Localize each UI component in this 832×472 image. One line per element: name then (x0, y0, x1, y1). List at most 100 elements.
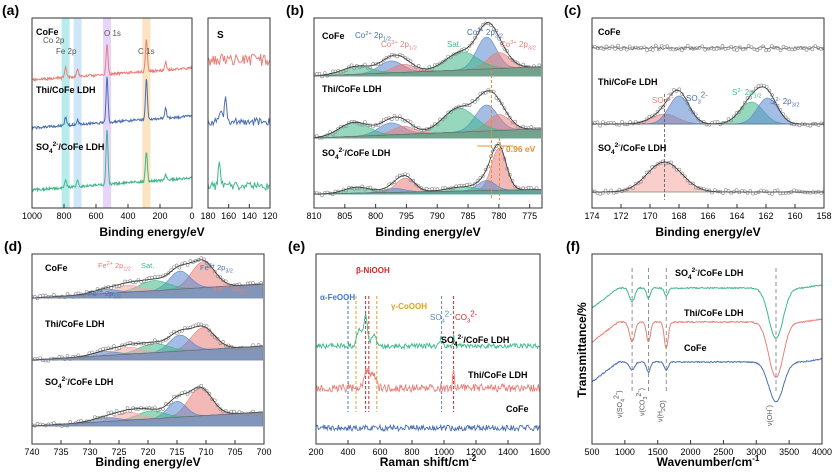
data-point (631, 186, 635, 190)
data-point (650, 114, 654, 119)
data-point (743, 46, 748, 51)
data-point (470, 41, 475, 45)
panel-d-plot (32, 256, 264, 428)
data-point (153, 405, 157, 410)
panel-c-xlabel: Binding energy/eV (655, 225, 760, 239)
data-point (668, 47, 673, 51)
x-tick-label: 180 (200, 211, 215, 221)
data-point (604, 44, 609, 49)
trace-label-cofe: CoFe (322, 31, 345, 41)
envelope-line (592, 161, 824, 193)
peak-label: SO32- (686, 91, 708, 106)
data-point (746, 44, 751, 48)
panel-a-inset-label: S (217, 30, 224, 41)
data-point (177, 393, 182, 398)
data-point (652, 165, 657, 169)
trace-label-so4: SO42-/CoFe LDH (675, 267, 743, 281)
series-line (316, 313, 540, 350)
data-point (411, 123, 416, 128)
x-tick-label: 805 (337, 211, 352, 221)
trace-label-so4: SO42-/CoFe LDH (45, 376, 113, 390)
data-point (624, 47, 629, 52)
data-point (52, 421, 56, 425)
x-tick-label: 166 (700, 211, 715, 221)
band-label: ν(OH-) (764, 405, 774, 426)
data-point (726, 189, 731, 193)
x-tick-label: 164 (729, 211, 744, 221)
x-tick-label: 162 (758, 211, 773, 221)
panel-b: (b) 810 805 800 795 790 785 780 775 CoFe Thi/Co… (286, 2, 543, 239)
data-point (470, 184, 475, 188)
data-point (481, 90, 485, 95)
trace-label-cofe: CoFe (684, 343, 707, 353)
data-point (207, 328, 212, 333)
data-point (671, 47, 676, 52)
data-point (254, 345, 258, 350)
data-point (764, 48, 768, 53)
peak-label: Fe2+ 2p3/2 (214, 284, 247, 296)
band-label-o1s: O 1s (104, 29, 121, 38)
peak-label: α-FeOOH (320, 293, 355, 302)
envelope-line (314, 22, 541, 77)
data-point (816, 123, 821, 127)
data-point (215, 403, 220, 407)
data-point (502, 106, 507, 110)
data-point (726, 46, 731, 51)
data-point (202, 387, 206, 391)
x-tick-label: 800 (404, 447, 419, 457)
data-point (680, 48, 684, 53)
data-point (513, 59, 517, 64)
series-line (592, 357, 822, 403)
background-line (314, 66, 541, 77)
x-tick-label: 1000 (615, 447, 635, 457)
panel-a-label: (a) (2, 2, 19, 18)
data-point (610, 44, 615, 49)
data-point (620, 120, 624, 124)
data-point (438, 61, 442, 66)
data-point (720, 44, 725, 48)
series-label-so4: SO42-/CoFe LDH (36, 141, 104, 155)
background-line (314, 128, 541, 139)
data-point (616, 43, 620, 48)
peak-label: Fe2+ 2p1/2 (98, 261, 131, 273)
band-label-c1s: C 1s (138, 47, 154, 56)
data-point (68, 420, 73, 424)
data-point (166, 271, 171, 275)
x-tick-label: 1400 (498, 447, 518, 457)
data-point (387, 55, 391, 59)
anion-label: SO42- (430, 310, 452, 325)
x-tick-label: 168 (671, 211, 686, 221)
data-point (659, 43, 664, 48)
data-point (732, 189, 736, 194)
series-line (592, 284, 822, 339)
data-point (612, 121, 616, 125)
data-point (653, 43, 658, 48)
panel-c-x-axis: 174 172 170 168 166 164 162 160 158 (584, 204, 832, 221)
panel-d-xlabel: Binding energy/eV (95, 455, 200, 469)
data-point (662, 45, 667, 49)
data-point (697, 46, 702, 50)
data-point (669, 92, 673, 97)
data-point (801, 46, 806, 50)
x-tick-label: 200 (152, 211, 167, 221)
peak-label: Fe3+ 2p3/2 (200, 263, 233, 275)
data-point (807, 46, 812, 50)
data-point (218, 275, 223, 279)
x-tick-label: 400 (340, 447, 355, 457)
data-point (790, 47, 794, 52)
data-point (166, 335, 171, 340)
data-point (672, 164, 676, 169)
data-point (682, 174, 687, 179)
data-point (738, 45, 742, 50)
data-point (363, 120, 367, 124)
data-point (769, 44, 774, 48)
data-point (598, 123, 602, 128)
data-point (627, 44, 632, 49)
x-tick-label: 725 (111, 447, 126, 457)
data-point (473, 182, 477, 186)
data-point (218, 407, 223, 411)
data-point (355, 186, 359, 190)
data-point (136, 278, 141, 282)
data-point (360, 64, 365, 69)
trace-label-thi: Thi/CoFe LDH (598, 77, 658, 87)
